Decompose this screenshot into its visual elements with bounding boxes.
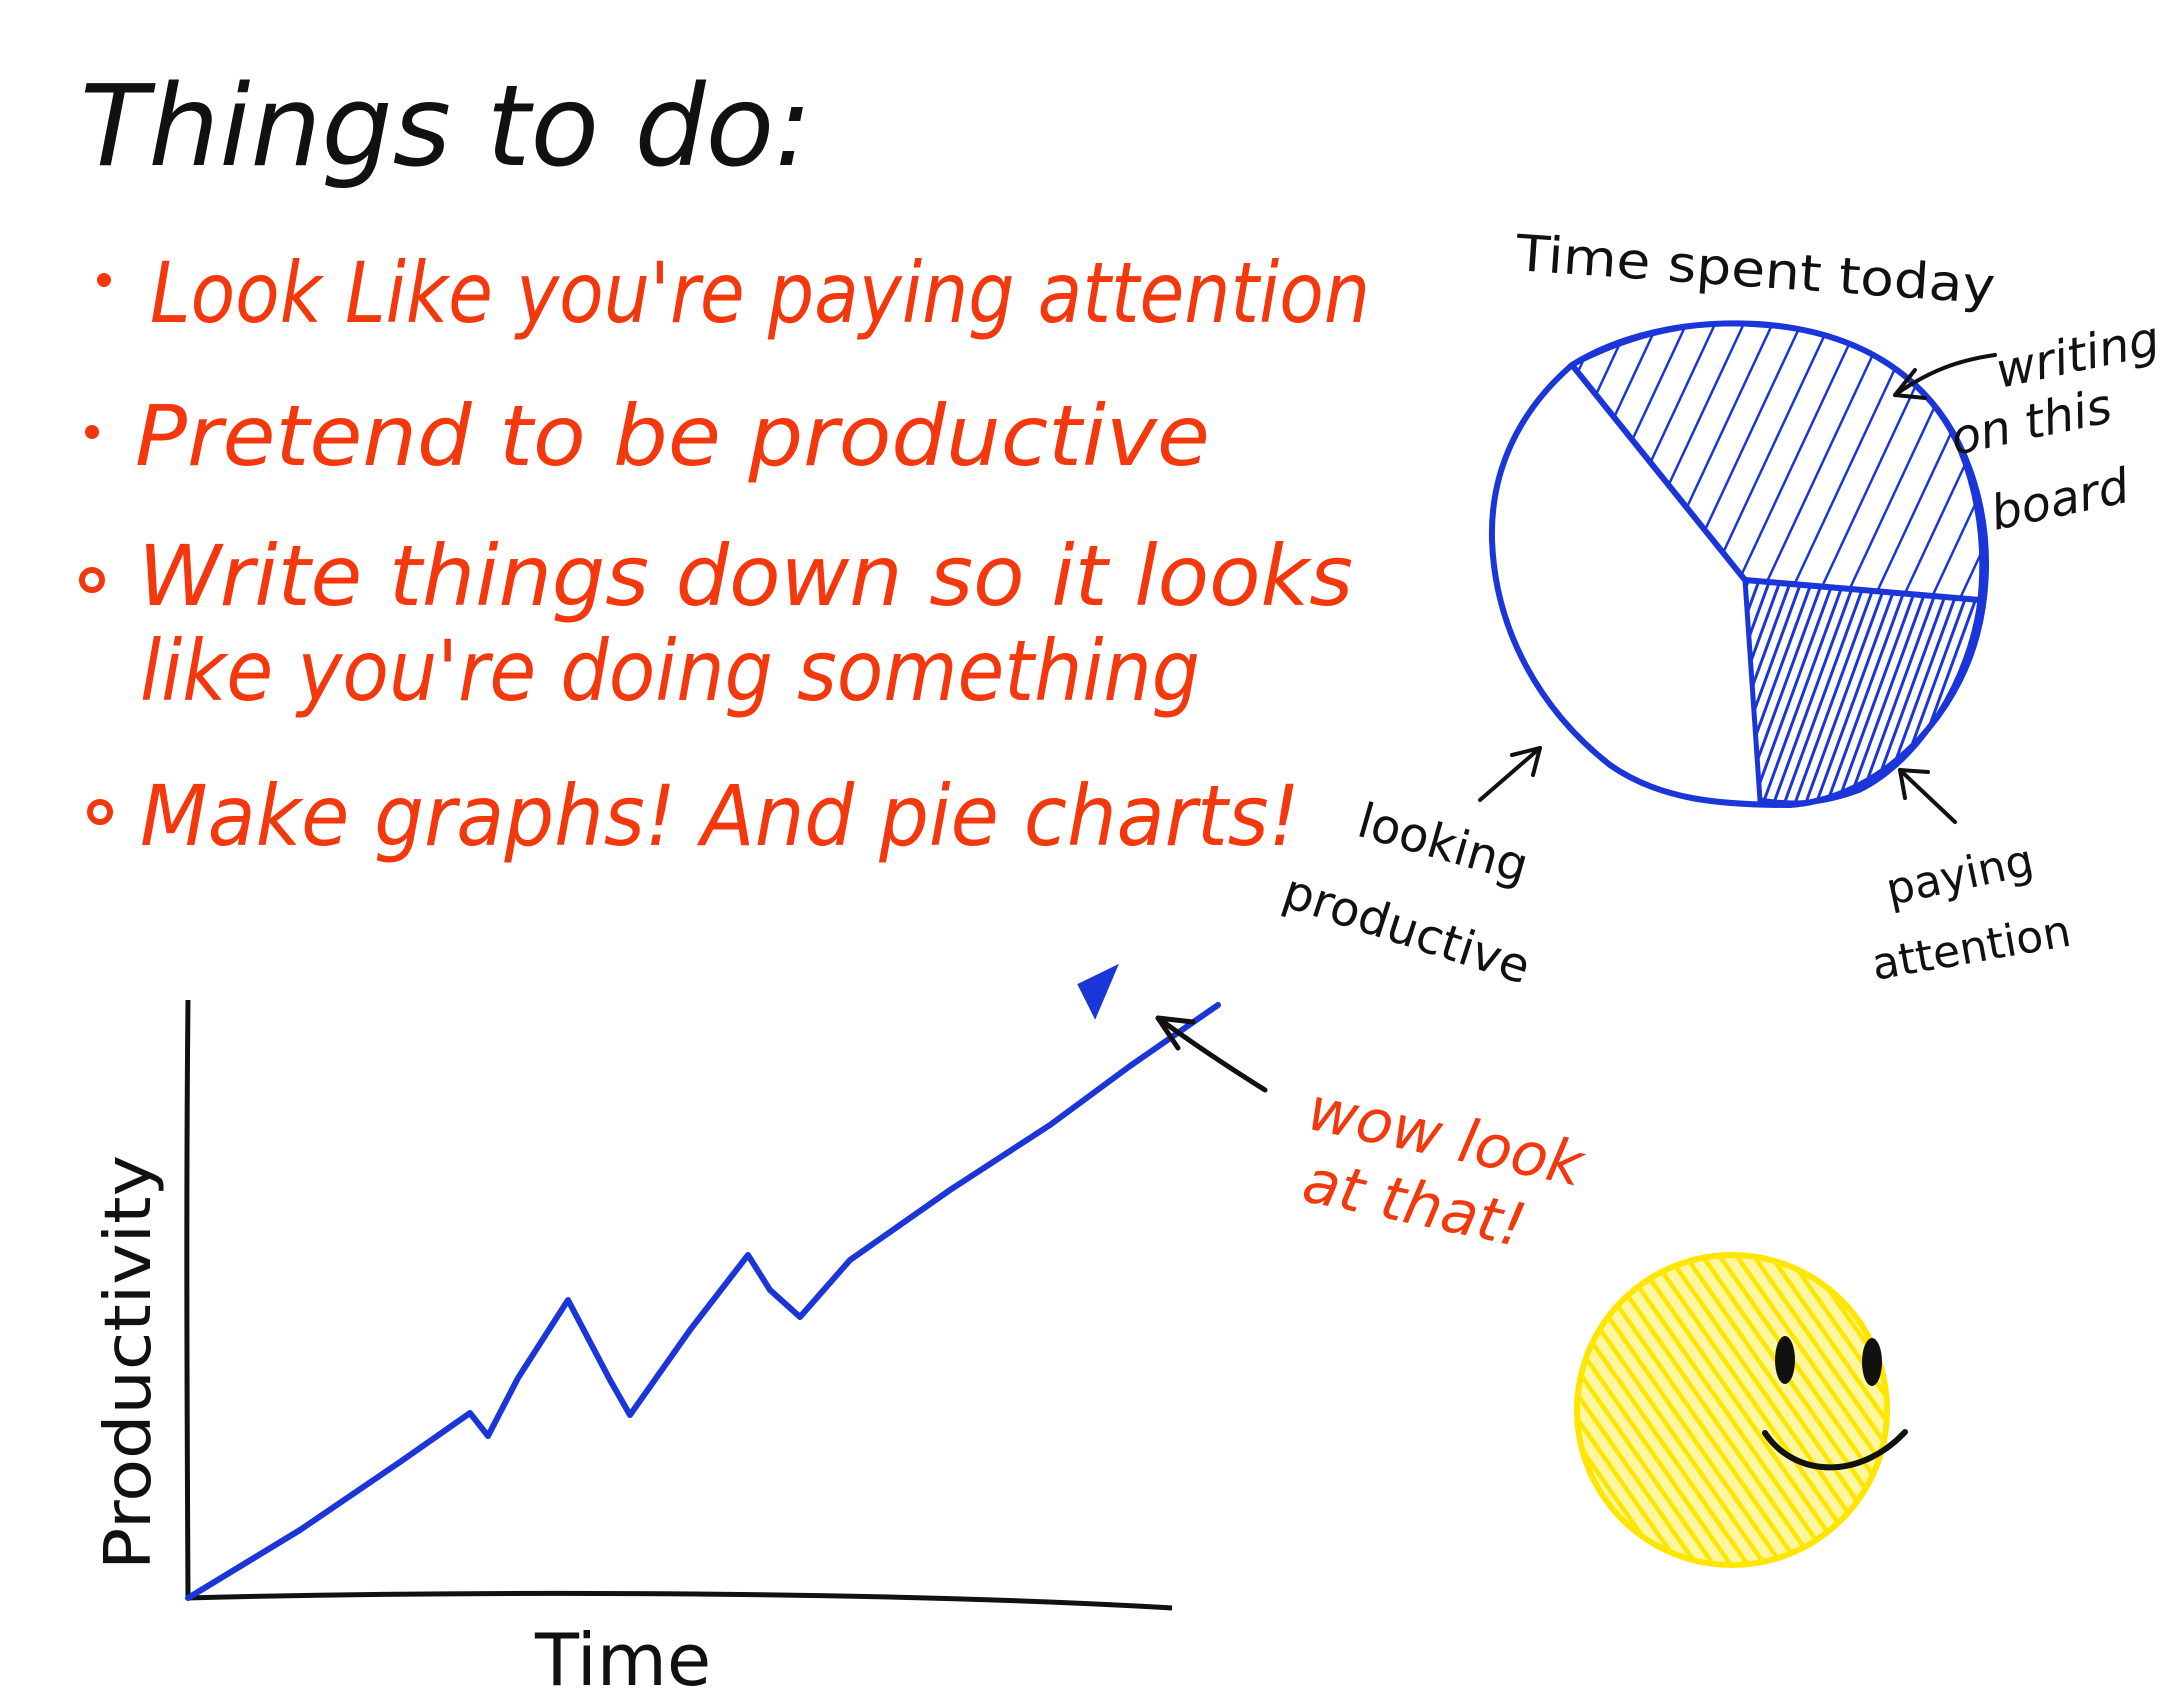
bullet-icon bbox=[79, 567, 105, 593]
pie-slice-paying bbox=[1742, 577, 1983, 806]
arrow-icon bbox=[1893, 353, 1997, 400]
pie-divider bbox=[1744, 577, 1981, 603]
todo-item-3-line-2: like you're doing something bbox=[140, 622, 1200, 720]
pie-title: Time spent today bbox=[1513, 224, 1997, 315]
bullet-icon bbox=[85, 425, 99, 439]
smiley-face-icon bbox=[1574, 1252, 1908, 1568]
pie-outline bbox=[1488, 320, 1989, 809]
todo-item-2: Pretend to be productive bbox=[135, 387, 1210, 485]
arrow-icon bbox=[1155, 1015, 1268, 1093]
x-axis-label: Time bbox=[534, 1618, 711, 1700]
pie-label-paying-1: paying bbox=[1882, 835, 2038, 916]
todo-item-1: Look Like you're paying attention bbox=[150, 244, 1370, 342]
pie-divider bbox=[1569, 363, 1748, 582]
todo-title: Things to do: bbox=[80, 62, 812, 192]
todo-item-3-line-1: Write things down so it looks bbox=[138, 527, 1353, 625]
pie-label-paying-2: attention bbox=[1868, 906, 2075, 991]
todo-item-4: Make graphs! And pie charts! bbox=[140, 767, 1300, 865]
pie-label-looking-1: looking bbox=[1352, 793, 1535, 895]
productivity-line bbox=[185, 1002, 1221, 1601]
bullet-icon bbox=[97, 273, 111, 287]
bullet-icon bbox=[87, 799, 113, 825]
pie-slice-writing bbox=[1568, 321, 1985, 603]
arrowhead-icon bbox=[1077, 963, 1119, 1020]
y-axis-label: Productivity bbox=[92, 1155, 166, 1570]
arrow-icon bbox=[1478, 746, 1542, 802]
y-axis bbox=[184, 999, 191, 1599]
pie-label-writing-3: board bbox=[1986, 458, 2135, 542]
x-axis bbox=[185, 1590, 1173, 1611]
arrow-icon bbox=[1898, 768, 1957, 824]
